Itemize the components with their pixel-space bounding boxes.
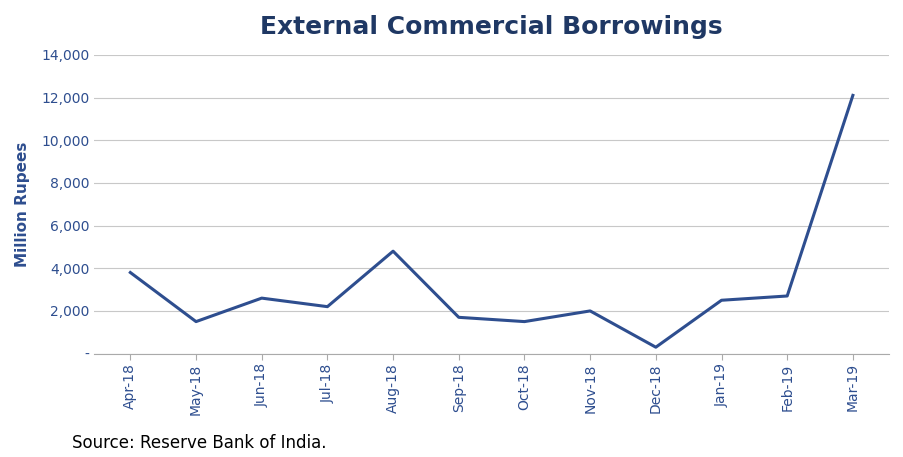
Title: External Commercial Borrowings: External Commercial Borrowings	[260, 15, 722, 39]
Text: Source: Reserve Bank of India.: Source: Reserve Bank of India.	[72, 435, 327, 452]
Y-axis label: Million Rupees: Million Rupees	[15, 142, 30, 267]
